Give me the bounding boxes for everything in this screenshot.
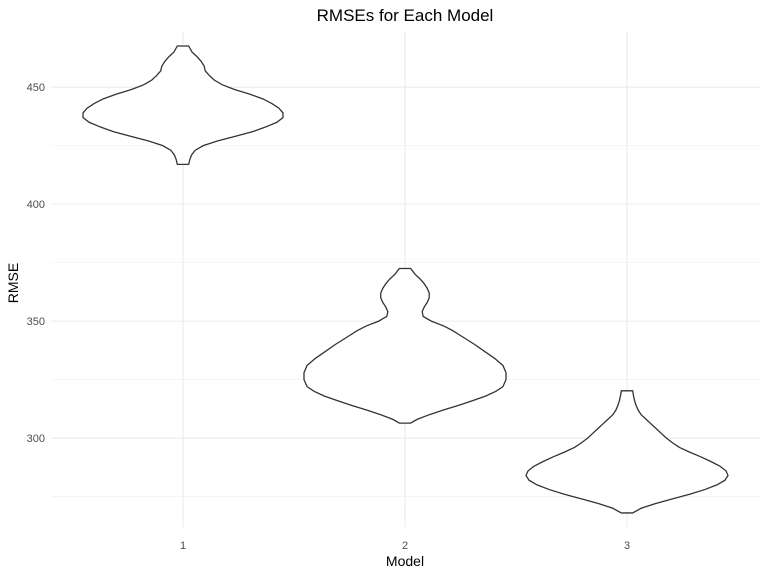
- y-tick-label: 400: [27, 199, 45, 211]
- y-tick-label: 300: [27, 433, 45, 445]
- x-tick-label: 2: [402, 540, 408, 552]
- violins: [82, 45, 729, 514]
- x-axis-ticks: 1 2 3: [180, 540, 630, 552]
- y-axis-title: RMSE: [5, 263, 21, 303]
- x-tick-label: 3: [624, 540, 630, 552]
- violin-model-1: [82, 45, 284, 166]
- y-tick-label: 450: [27, 82, 45, 94]
- chart-title: RMSEs for Each Model: [317, 6, 494, 25]
- violin-model-2: [303, 267, 507, 424]
- x-axis-title: Model: [386, 553, 424, 569]
- x-tick-label: 1: [180, 540, 186, 552]
- y-tick-label: 350: [27, 316, 45, 328]
- violin-model-3: [525, 390, 729, 514]
- y-axis-ticks: 300 350 400 450: [27, 82, 45, 445]
